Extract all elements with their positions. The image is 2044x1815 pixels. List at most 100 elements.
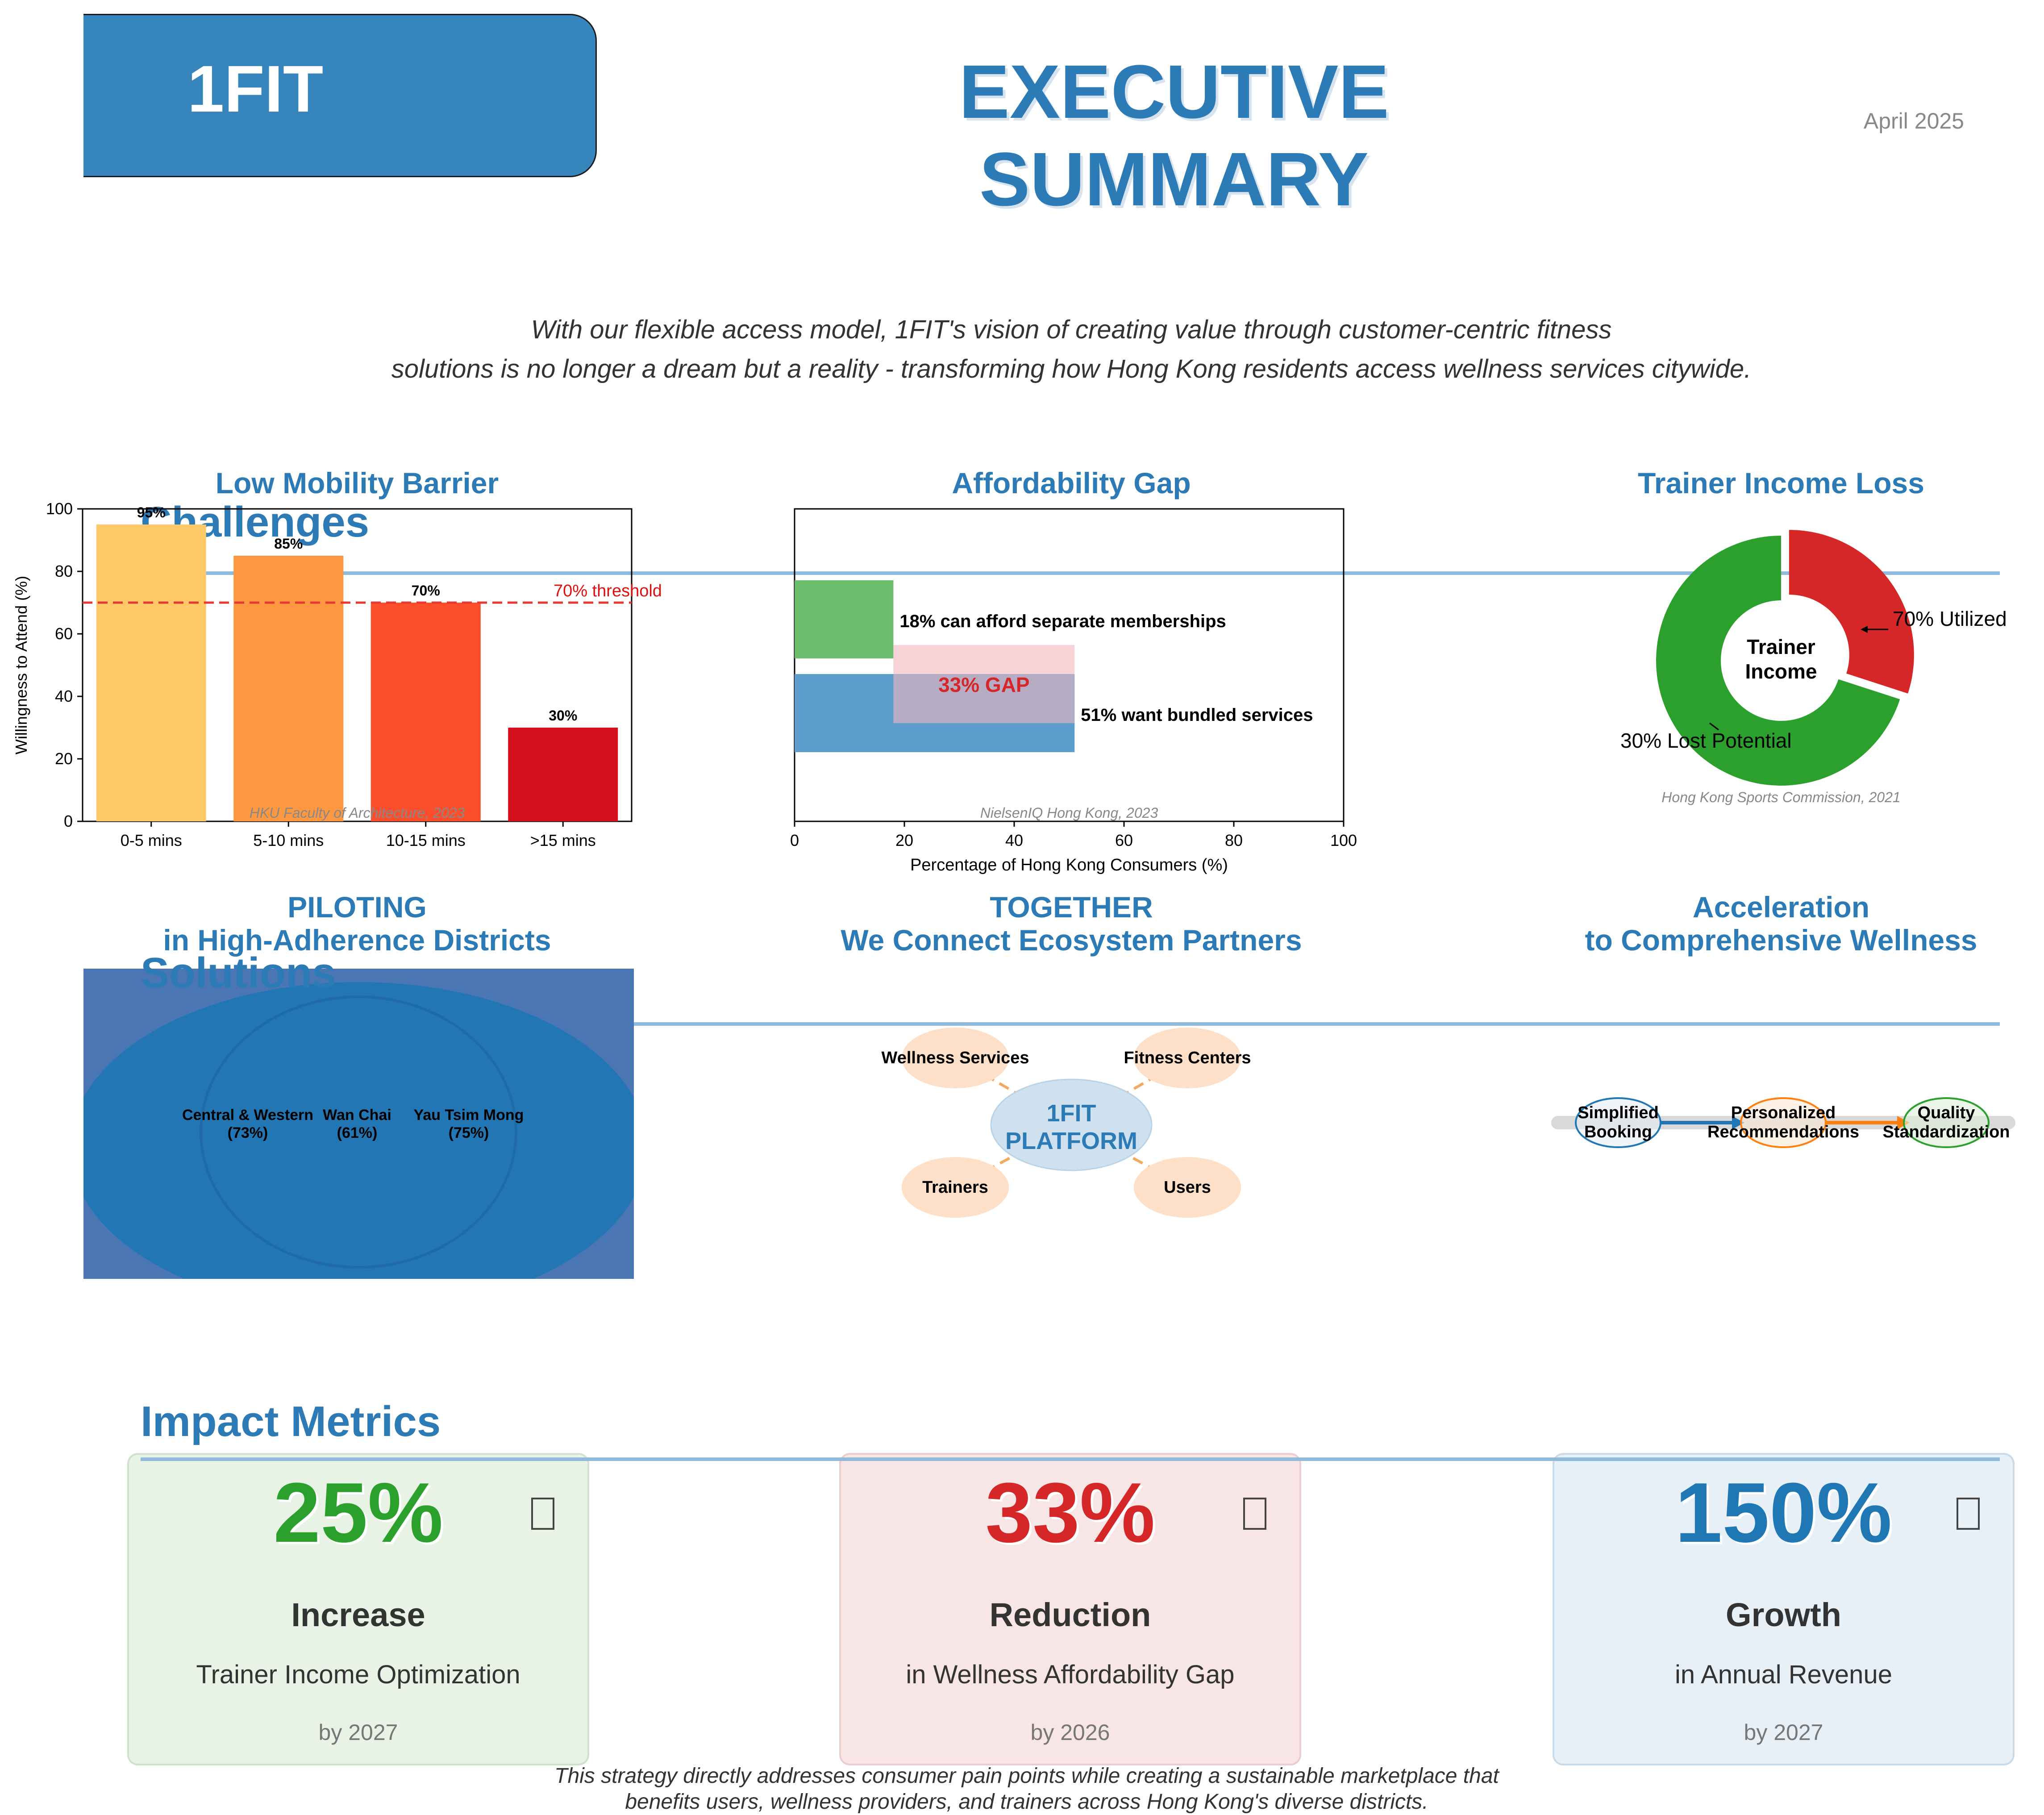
district-pct: (61%)	[337, 1124, 378, 1141]
district-name: Wan Chai	[323, 1107, 391, 1124]
y-tick-label: 60	[55, 624, 73, 643]
bar-afford-separate	[795, 580, 894, 658]
footer-note: This strategy directly addresses consume…	[268, 1763, 1786, 1815]
plot-frame	[794, 508, 1345, 822]
logo-text: 1FIT	[187, 52, 324, 126]
district-map-overlay	[200, 995, 517, 1269]
partner-node-wellness	[902, 1028, 1009, 1088]
metric-description: Trainer Income Optimization	[196, 1660, 520, 1689]
metric-value: 150%	[1675, 1465, 1892, 1560]
acceleration-title-line-1: Acceleration	[1692, 891, 1870, 924]
piloting-title: PILOTING in High-Adherence Districts	[134, 891, 580, 957]
footer-line-1: This strategy directly addresses consume…	[554, 1764, 1499, 1788]
affordability-chart: 33% GAP 18% can afford separate membershi…	[790, 508, 1357, 874]
metric-label: Reduction	[989, 1596, 1151, 1633]
vision-line-2: solutions is no longer a dream but a rea…	[391, 354, 1752, 383]
y-tick-label: 0	[64, 812, 73, 830]
step-recommend-line2: Recommendations	[1707, 1123, 1859, 1141]
bar-10-15 mins	[371, 603, 481, 821]
y-tick-label: 40	[55, 687, 73, 705]
metric-target-date: by 2026	[1030, 1720, 1110, 1745]
bar-0-5 mins	[96, 525, 206, 821]
donut-center-label: Income	[1745, 660, 1817, 683]
x-tick-label: 5-10 mins	[253, 831, 324, 849]
report-date: April 2025	[1863, 108, 1964, 133]
chart-source: Hong Kong Sports Commission, 2021	[1661, 789, 1900, 805]
district-name: Central & Western	[182, 1107, 314, 1124]
vision-line-1: With our flexible access model, 1FIT's v…	[531, 315, 1612, 344]
acceleration-flow: Simplified Booking Personalized Recommen…	[1551, 1097, 2015, 1148]
logo-banner	[83, 14, 597, 177]
district-name: Yau Tsim Mong	[413, 1107, 524, 1124]
threshold-label: 70% threshold	[554, 582, 662, 600]
metric-value: 25%	[273, 1465, 443, 1560]
slice-lost-potential	[1789, 530, 1914, 694]
x-tick-label: 0-5 mins	[121, 831, 182, 849]
chart-title-mobility: Low Mobility Barrier	[215, 466, 499, 500]
step-node-recommendations	[1740, 1097, 1827, 1148]
challenges-divider	[141, 571, 2000, 575]
gap-label: 33% GAP	[938, 673, 1030, 696]
metric-label: Increase	[291, 1596, 425, 1633]
footer-line-2: benefits users, wellness providers, and …	[625, 1790, 1428, 1814]
partner-label-trainers: Trainers	[922, 1178, 988, 1197]
y-axis-label: Willingness to Attend (%)	[12, 576, 30, 754]
donut-center-label: Trainer	[1747, 635, 1815, 658]
partner-node-trainers	[902, 1157, 1009, 1218]
bar-value-label: 70%	[412, 583, 440, 599]
metric-card	[127, 1453, 589, 1765]
partner-label-users: Users	[1164, 1178, 1211, 1197]
x-tick-label: 60	[1115, 831, 1133, 849]
partner-node-users	[1134, 1157, 1241, 1218]
piloting-title-line-2: in High-Adherence Districts	[163, 924, 551, 957]
partner-node-fitness	[1134, 1028, 1241, 1088]
step-recommend-line1: Personalized	[1731, 1103, 1836, 1122]
y-tick-label: 20	[55, 749, 73, 768]
ecosystem-diagram: 1FIT PLATFORM Wellness Services Fitness …	[882, 1028, 1251, 1218]
scale-icon: ⚖	[1243, 1498, 1266, 1530]
mobility-bar-chart: 95% 0-5 mins 85% 5-10 mins 70% 10-15 mins 30% >…	[12, 500, 662, 849]
flow-arrow-1	[1661, 1116, 1744, 1129]
district-yau-tsim-mong: Yau Tsim Mong (75%)	[393, 1106, 545, 1142]
x-tick-label: 100	[1330, 831, 1357, 849]
step-quality-line1: Quality	[1918, 1103, 1975, 1122]
solutions-divider	[141, 1022, 2000, 1026]
x-tick-label: 20	[895, 831, 913, 849]
arrowhead-utilized	[1861, 626, 1868, 633]
bar-value-label: 30%	[549, 708, 577, 724]
partner-label-fitness: Fitness Centers	[1124, 1049, 1251, 1067]
step-quality-line2: Standardization	[1882, 1123, 2010, 1141]
x-tick-label: 0	[790, 831, 799, 849]
metric-description: in Annual Revenue	[1675, 1660, 1892, 1689]
bar->15 mins	[508, 728, 618, 821]
district-central-western: Central & Western (73%)	[170, 1106, 326, 1142]
chart-source: HKU Faculty of Architecture, 2023	[250, 805, 465, 821]
chart-source: NielsenIQ Hong Kong, 2023	[980, 805, 1158, 821]
label-lost-potential: 30% Lost Potential	[1620, 729, 1792, 752]
chart-title-affordability: Affordability Gap	[952, 466, 1191, 500]
platform-node	[990, 1078, 1153, 1171]
bar-label-bundled: 51% want bundled services	[1081, 705, 1313, 725]
bar-5-10 mins	[233, 556, 344, 821]
arrow-lost	[1709, 722, 1719, 731]
x-tick-label: 80	[1225, 831, 1243, 849]
solutions-heading: Solutions	[141, 949, 336, 997]
plot-frame	[82, 508, 633, 822]
page-title: EXECUTIVE SUMMARY	[959, 50, 1389, 222]
y-tick-label: 80	[55, 562, 73, 580]
together-title: TOGETHER We Connect Ecosystem Partners	[803, 891, 1339, 957]
district-pct: (75%)	[448, 1124, 489, 1141]
label-utilized: 70% Utilized	[1893, 607, 2007, 630]
district-wan-chai: Wan Chai (61%)	[295, 1106, 420, 1142]
partner-label-wellness: Wellness Services	[882, 1049, 1029, 1067]
metric-target-date: by 2027	[1744, 1720, 1823, 1745]
bar-value-label: 85%	[274, 536, 303, 552]
x-axis-label: Percentage of Hong Kong Consumers (%)	[910, 856, 1228, 874]
piloting-title-line-1: PILOTING	[287, 891, 427, 924]
gap-region	[893, 645, 1075, 723]
impact-divider	[141, 1457, 2000, 1461]
money-icon: $	[531, 1498, 554, 1530]
impact-heading: Impact Metrics	[141, 1398, 441, 1445]
chart-up-icon: ↗	[1957, 1498, 1980, 1530]
